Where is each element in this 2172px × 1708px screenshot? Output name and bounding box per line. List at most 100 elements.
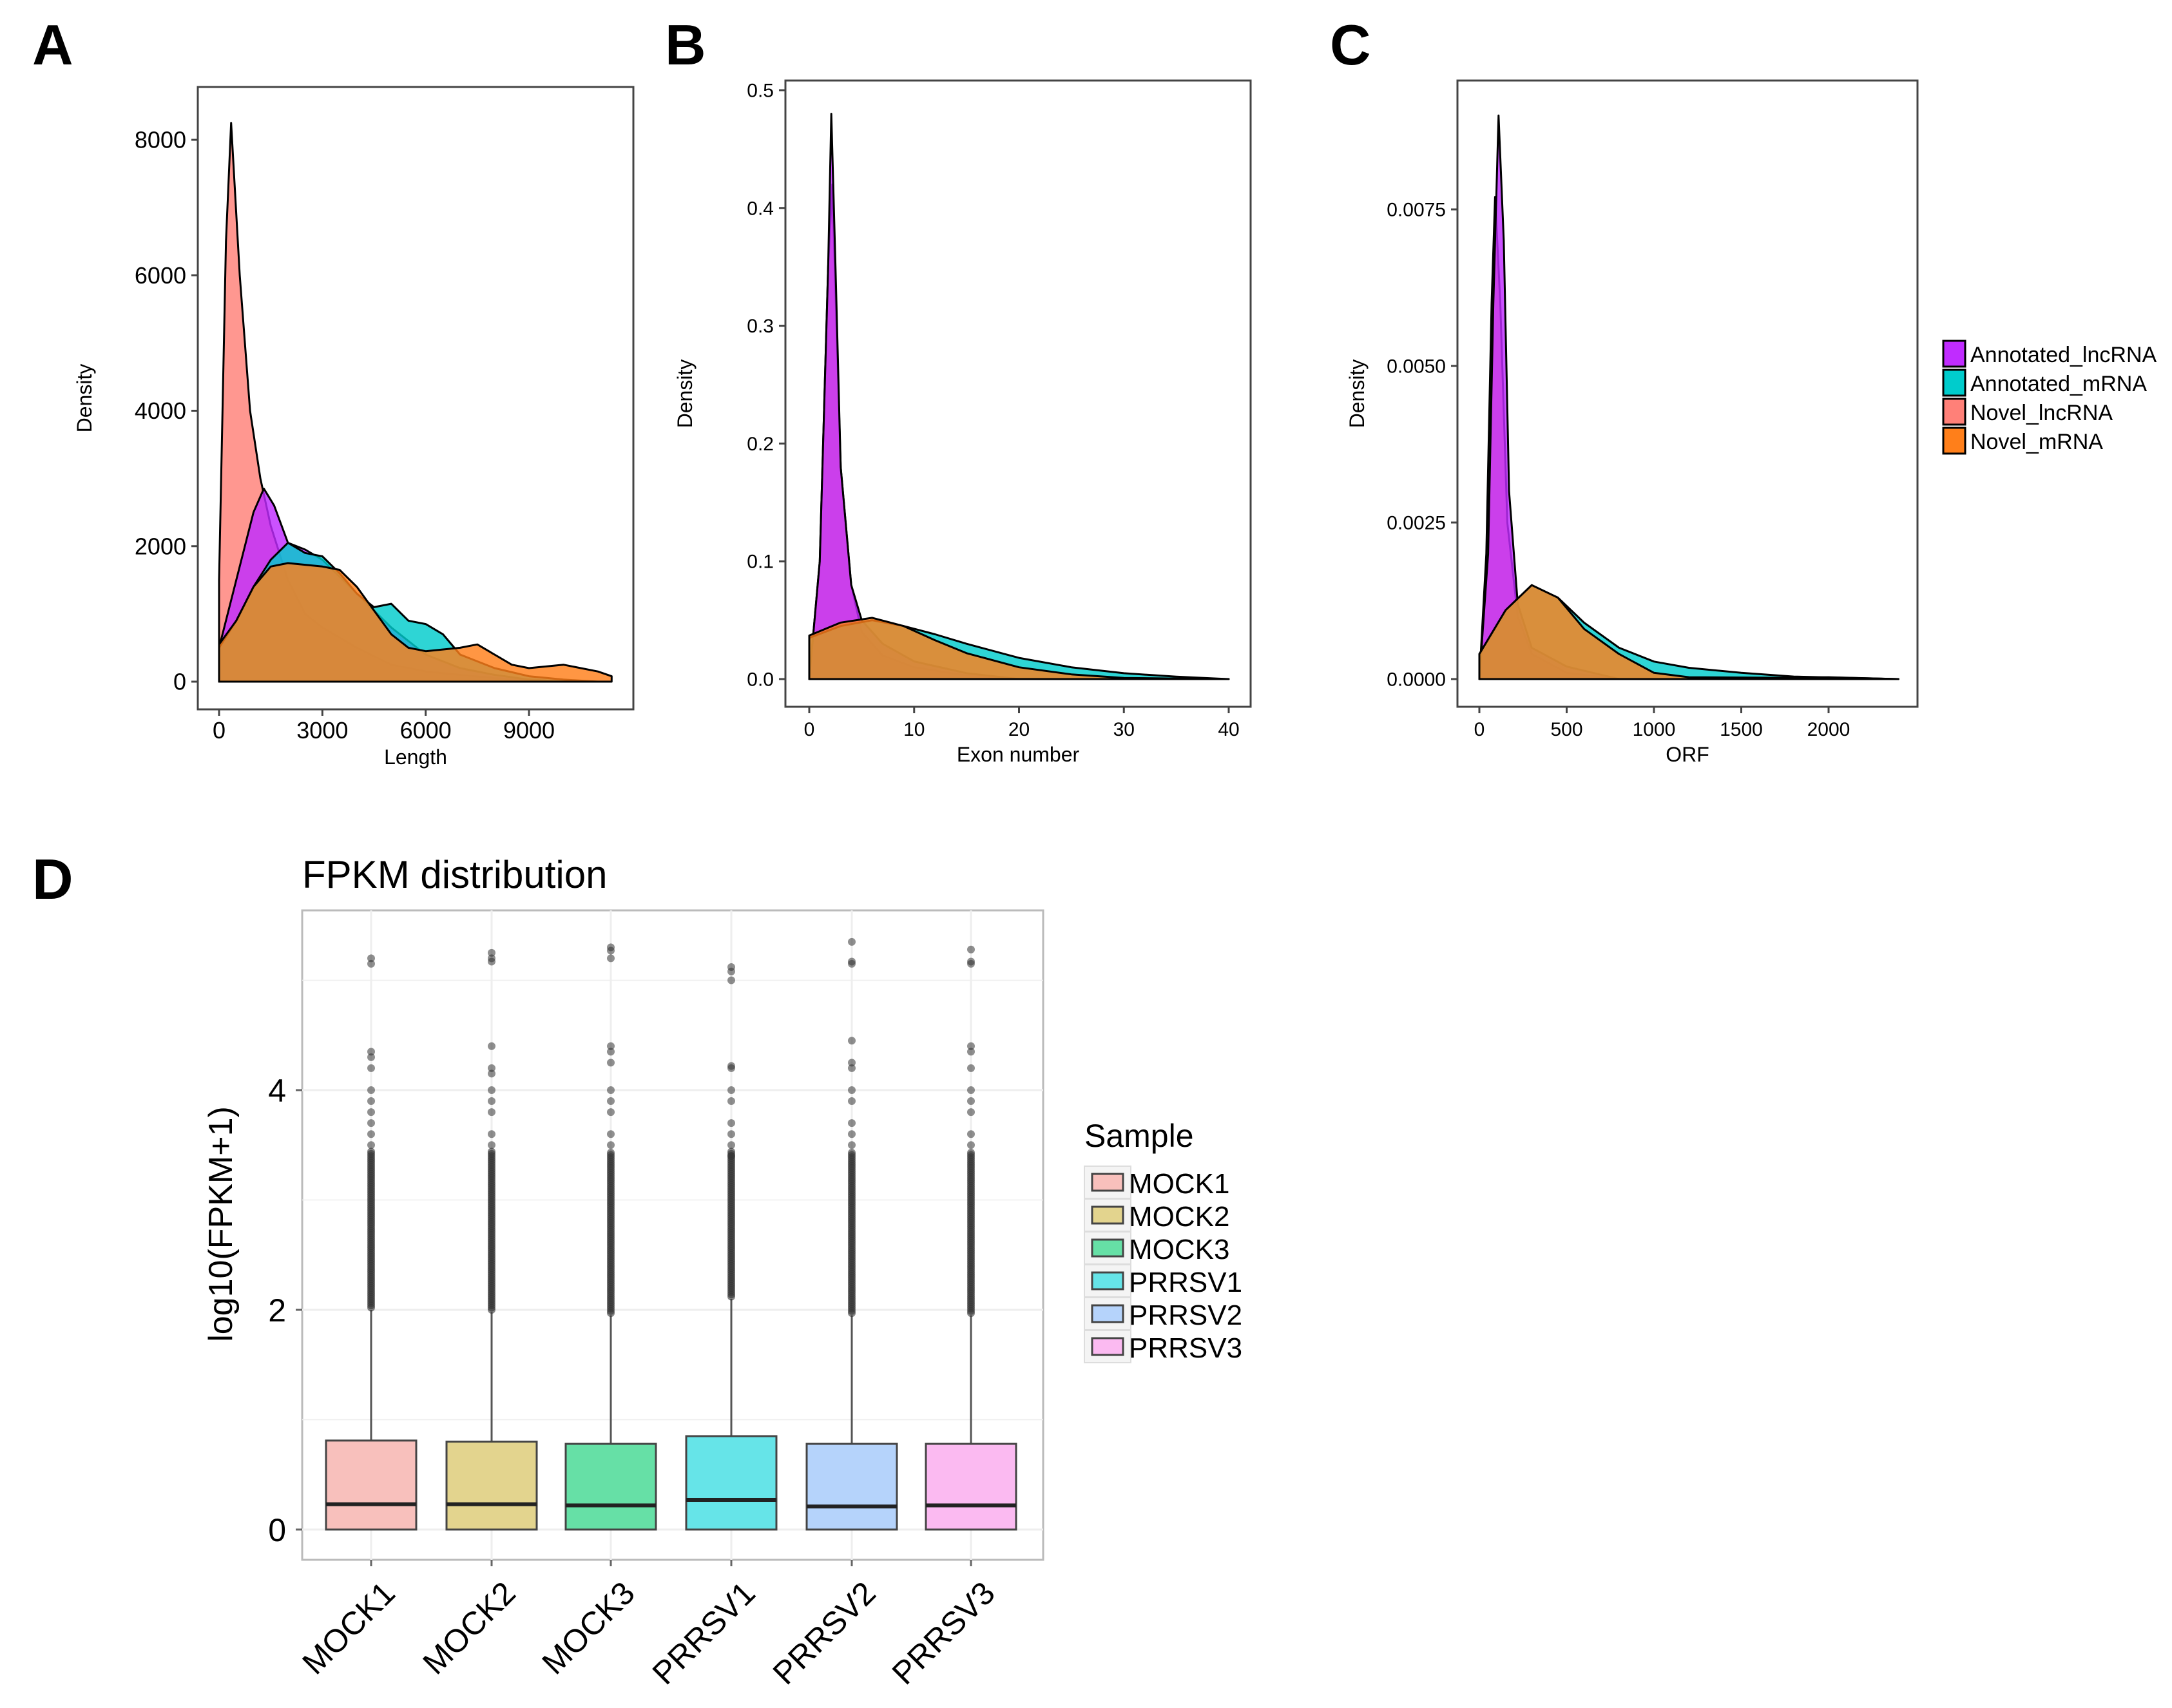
legend-label: Annotated_lncRNA: [1970, 343, 2157, 367]
outlier-point: [848, 1141, 856, 1149]
y-tick-label: 0.0: [747, 669, 774, 691]
legend-swatch-novel-mrna: [1942, 427, 1966, 455]
outlier-point: [488, 948, 495, 957]
x-tick-label: 20: [1008, 719, 1030, 740]
legend-swatch-annotated-mrna: [1942, 369, 1966, 397]
box-prrsv1: [685, 1435, 778, 1531]
outlier-point: [607, 1097, 615, 1106]
outlier-point: [727, 1152, 735, 1160]
density-chart-orf: 0.0000 0.0025 0.0050 0.0075 0 500 1000 1500 2000…: [1345, 79, 1919, 766]
outlier-point: [367, 959, 375, 968]
outlier-point: [488, 1064, 495, 1072]
outlier-point: [967, 1130, 975, 1138]
outlier-point: [848, 1119, 856, 1127]
y-tick-label: 0: [268, 1512, 286, 1548]
outlier-point: [488, 1130, 495, 1138]
x-tick-label: 3000: [296, 717, 348, 744]
x-tick-label: PRRSV3: [885, 1575, 1002, 1691]
x-tick-label: 1500: [1720, 719, 1763, 740]
outlier-point: [607, 1141, 615, 1149]
outlier-point: [607, 1086, 615, 1094]
plot-frame: [784, 79, 1252, 708]
x-tick-label: 2000: [1807, 719, 1850, 740]
outlier-point: [967, 1064, 975, 1072]
legend-swatch-novel-lncrna: [1942, 398, 1966, 426]
outlier-point: [967, 957, 975, 966]
outlier-point: [607, 943, 615, 952]
x-tick-label: 0: [1474, 719, 1485, 740]
legend-swatch-mock3: [1091, 1238, 1124, 1258]
y-tick-label: 0.0025: [1387, 513, 1446, 534]
outlier-point: [488, 954, 495, 963]
outlier-point: [967, 1149, 975, 1157]
outlier-point: [367, 954, 375, 963]
y-tick-label: 2: [268, 1292, 286, 1329]
outlier-point: [367, 1108, 375, 1117]
density-chart-length: 0 2000 4000 6000 8000 0 3000 6000 9000 Length Dens…: [73, 86, 635, 769]
box-prrsv2: [805, 1443, 898, 1531]
outlier-point: [848, 1037, 856, 1045]
x-tick-label: 10: [903, 719, 925, 740]
y-axis-label: log10(FPKM+1): [202, 1106, 240, 1342]
x-tick-label: 1000: [1633, 719, 1676, 740]
x-tick-label: 30: [1113, 719, 1135, 740]
box-mock2: [445, 1441, 538, 1531]
outlier-point: [967, 1042, 975, 1050]
legend-swatch-prrsv2: [1091, 1304, 1124, 1323]
legend-title: Sample: [1084, 1118, 1194, 1154]
y-tick-label: 0.1: [747, 552, 774, 573]
outlier-point: [607, 1059, 615, 1067]
outlier-point: [367, 1130, 375, 1138]
outlier-point: [727, 1141, 735, 1149]
outlier-point: [488, 1086, 495, 1094]
panel-letter-d: D: [32, 847, 73, 911]
box-prrsv3: [925, 1443, 1017, 1531]
x-tick-label: PRRSV1: [646, 1575, 762, 1691]
outlier-point: [967, 1108, 975, 1117]
legend-label: MOCK3: [1129, 1234, 1229, 1265]
outlier-point: [488, 1147, 495, 1156]
outlier-point: [367, 1147, 375, 1156]
outlier-point: [607, 1149, 615, 1157]
outlier-point: [367, 1064, 375, 1072]
outlier-point: [848, 1130, 856, 1138]
outlier-point: [367, 1097, 375, 1106]
y-axis-label: Density: [673, 360, 697, 428]
x-tick-label: MOCK2: [416, 1575, 522, 1681]
outlier-point: [967, 1141, 975, 1149]
density-chart-exon-number: 0.0 0.1 0.2 0.3 0.4 0.5 0 10 20 30 40 Exon number De…: [673, 79, 1252, 766]
outlier-point: [848, 1097, 856, 1106]
x-tick-label: 500: [1550, 719, 1582, 740]
outlier-point: [607, 1108, 615, 1117]
y-tick-label: 0.4: [747, 198, 774, 219]
outlier-point: [967, 1097, 975, 1106]
x-axis-label: ORF: [1666, 743, 1709, 766]
y-tick-label: 8000: [135, 127, 186, 153]
outlier-point: [367, 1141, 375, 1149]
outlier-point: [727, 1086, 735, 1094]
outlier-point: [848, 1064, 856, 1072]
x-tick-label: MOCK1: [295, 1575, 401, 1681]
outlier-point: [967, 1048, 975, 1056]
outlier-point: [367, 1086, 375, 1094]
x-axis-label: Length: [384, 745, 447, 769]
outlier-point: [967, 1086, 975, 1094]
panel-letter-a: A: [32, 13, 73, 77]
plot-frame: [301, 909, 1044, 1561]
density-legend: Annotated_lncRNA Annotated_mRNA Novel_lncR…: [1942, 340, 2157, 455]
outlier-point: [727, 976, 735, 984]
density-area-novel-mrna: [808, 617, 1230, 680]
density-area-novel-mrna: [218, 562, 613, 683]
x-tick-label: 40: [1218, 719, 1239, 740]
outlier-point: [848, 1086, 856, 1094]
legend-label: PRRSV1: [1129, 1267, 1242, 1298]
x-tick-label: PRRSV2: [766, 1575, 883, 1691]
legend-swatch-annotated-lncrna: [1942, 340, 1966, 368]
y-tick-label: 0.5: [747, 81, 774, 102]
legend-label: MOCK1: [1129, 1168, 1229, 1200]
y-tick-label: 4000: [135, 398, 186, 424]
x-axis-label: Exon number: [957, 743, 1080, 766]
legend-label: PRRSV2: [1129, 1300, 1242, 1331]
legend-label: Novel_mRNA: [1970, 430, 2103, 454]
